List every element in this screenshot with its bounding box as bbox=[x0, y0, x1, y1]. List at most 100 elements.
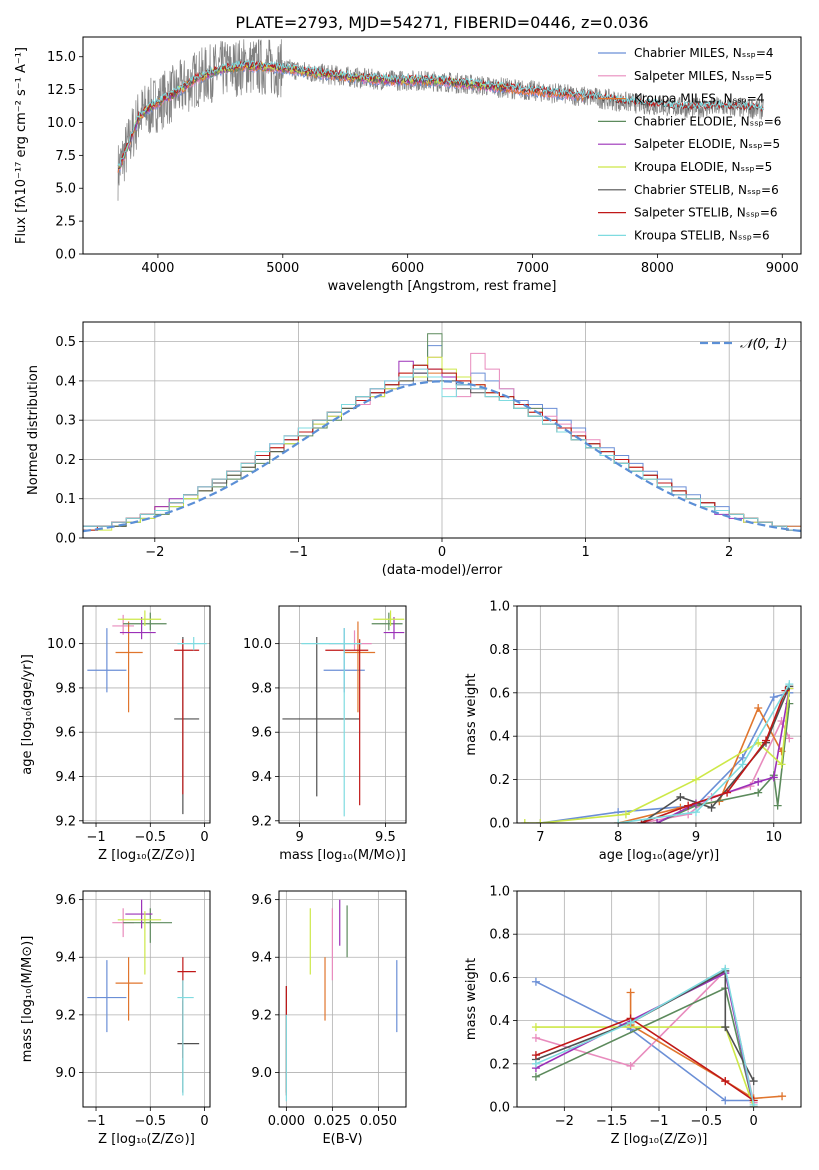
axes-frame bbox=[82, 321, 802, 539]
data-point-marker bbox=[676, 792, 685, 801]
y-tick-label: 9.2 bbox=[55, 1008, 76, 1023]
y-tick-label: 9.2 bbox=[251, 814, 272, 829]
y-tick-label: 2.5 bbox=[55, 215, 76, 230]
x-tick-label: −0.5 bbox=[135, 830, 167, 845]
axes-frame bbox=[82, 36, 802, 255]
data-point-marker bbox=[520, 819, 529, 823]
y-tick-label: 9.8 bbox=[251, 681, 272, 696]
y-tick-label: 0.0 bbox=[489, 1101, 510, 1116]
x-axis-label: Z [log₁₀(Z/Z⊙)] bbox=[98, 1132, 195, 1147]
x-tick-label: 0 bbox=[438, 545, 446, 560]
y-tick-label: 9.6 bbox=[55, 726, 76, 741]
data-point-marker bbox=[721, 1096, 730, 1105]
data-point-marker bbox=[626, 1061, 635, 1070]
data-point-marker bbox=[773, 801, 782, 810]
histogram-step bbox=[83, 368, 801, 531]
data-point-marker bbox=[723, 788, 732, 797]
x-axis-label: age [log₁₀(age/yr)] bbox=[599, 848, 720, 863]
y-tick-label: 9.6 bbox=[251, 893, 272, 908]
x-axis-label: mass [log₁₀(M/M⊙)] bbox=[279, 848, 406, 863]
spectrum-panel: 4000 5000 6000 7000 8000 9000 0.0 2.5 5.0 7.5 10.0… bbox=[14, 36, 802, 294]
y-tick-label: 0.5 bbox=[55, 335, 76, 350]
data-point-marker bbox=[785, 734, 794, 743]
y-tick-label: 0.2 bbox=[489, 773, 510, 788]
y-tick-label: 0.6 bbox=[489, 971, 510, 986]
y-tick-label: 0.4 bbox=[489, 1014, 510, 1029]
y-tick-label: 1.0 bbox=[489, 600, 510, 615]
x-tick-label: −0.5 bbox=[691, 1114, 723, 1129]
y-tick-label: 0.8 bbox=[489, 643, 510, 658]
massweight_vs_Z-panel: −2 −1.5 −1 −0.5 0 0.0 0.2 0.4 0.6 0.8 1.0 Z [log₁₀(… bbox=[464, 885, 802, 1147]
data-point-marker bbox=[531, 1059, 540, 1068]
data-point-marker bbox=[721, 1023, 730, 1032]
y-tick-label: 0.8 bbox=[489, 928, 510, 943]
plot-area bbox=[117, 38, 764, 201]
legend-label: Salpeter STELIB, Nₛₛₚ=6 bbox=[634, 206, 778, 220]
x-tick-label: 7 bbox=[536, 830, 544, 845]
data-point-marker bbox=[778, 1092, 787, 1101]
x-axis-label: (data-model)/error bbox=[382, 563, 503, 578]
data-point-marker bbox=[721, 964, 730, 973]
data-point-marker bbox=[531, 1033, 540, 1042]
y-tick-label: 9.4 bbox=[55, 770, 76, 785]
legend-label: Chabrier MILES, Nₛₛₚ=4 bbox=[634, 46, 774, 60]
axes-frame bbox=[82, 605, 211, 824]
x-axis-label: Z [log₁₀(Z/Z⊙)] bbox=[98, 848, 195, 863]
x-axis-label: wavelength [Angstrom, rest frame] bbox=[328, 279, 557, 294]
x-tick-label: 7000 bbox=[516, 261, 549, 276]
legend-label: Chabrier ELODIE, Nₛₛₚ=6 bbox=[634, 114, 781, 128]
y-axis-label: mass [log₁₀(M/M⊙)] bbox=[20, 936, 35, 1063]
y-tick-label: 0.0 bbox=[55, 248, 76, 263]
x-tick-label: 0.025 bbox=[314, 1114, 351, 1129]
axes-frame bbox=[278, 605, 407, 824]
data-point-marker bbox=[769, 773, 778, 782]
data-point-marker bbox=[531, 1072, 540, 1081]
y-tick-label: 12.5 bbox=[47, 83, 76, 98]
data-point-marker bbox=[621, 810, 630, 819]
x-tick-label: 1 bbox=[581, 545, 589, 560]
data-point-marker bbox=[531, 977, 540, 986]
y-tick-label: 1.0 bbox=[489, 885, 510, 900]
mass_vs_EBV-panel: 0.000 0.025 0.050 9.0 9.2 9.4 9.6 E(B-V) bbox=[251, 890, 407, 1147]
legend-label: Kroupa MILES, Nₛₛₚ=4 bbox=[634, 92, 764, 106]
x-tick-label: 0.050 bbox=[360, 1114, 397, 1129]
y-tick-label: 0.1 bbox=[55, 492, 76, 507]
x-tick-label: 0.000 bbox=[268, 1114, 305, 1129]
y-axis-label: Flux [fλ10⁻¹⁷ erg cm⁻² s⁻¹ A⁻¹] bbox=[14, 47, 29, 244]
series-line bbox=[656, 703, 791, 823]
age_vs_Z-panel: −1 −0.5 0 9.2 9.4 9.6 9.8 10.0 Z [log₁₀(Z/Z⊙)] ag… bbox=[20, 605, 211, 863]
x-axis-label: E(B-V) bbox=[322, 1132, 362, 1147]
gaussian-curve bbox=[83, 380, 801, 533]
data-point-marker bbox=[749, 1100, 758, 1107]
axes-frame bbox=[516, 605, 802, 824]
massweight_vs_age-panel: 7 8 9 10 0.0 0.2 0.4 0.6 0.8 1.0 age [log₁₀(age/yr… bbox=[464, 600, 802, 863]
data-point-marker bbox=[754, 788, 763, 797]
y-axis-label: Normed distribution bbox=[26, 365, 41, 495]
data-point-marker bbox=[691, 808, 700, 817]
x-axis-label: Z [log₁₀(Z/Z⊙)] bbox=[611, 1132, 708, 1147]
data-point-marker bbox=[626, 988, 635, 997]
y-tick-label: 9.4 bbox=[251, 770, 272, 785]
y-tick-label: 9.6 bbox=[251, 726, 272, 741]
plot-area bbox=[279, 606, 406, 823]
plot-area bbox=[517, 891, 801, 1107]
y-axis-label: mass weight bbox=[464, 673, 479, 755]
series-line bbox=[540, 692, 790, 823]
axes-frame bbox=[82, 890, 211, 1108]
y-tick-label: 9.6 bbox=[55, 893, 76, 908]
y-tick-label: 0.2 bbox=[489, 1057, 510, 1072]
age_vs_mass-panel: 9 9.5 9.2 9.4 9.6 9.8 10.0 mass [log₁₀(M/M⊙)] bbox=[243, 605, 407, 863]
x-tick-label: 9000 bbox=[766, 261, 799, 276]
legend-label: Kroupa STELIB, Nₛₛₚ=6 bbox=[634, 228, 770, 242]
y-tick-label: 9.4 bbox=[251, 951, 272, 966]
y-tick-label: 0.0 bbox=[55, 532, 76, 547]
data-point-marker bbox=[531, 1023, 540, 1032]
data-point-marker bbox=[536, 819, 545, 823]
series-line bbox=[535, 1017, 755, 1102]
y-tick-label: 0.2 bbox=[55, 453, 76, 468]
y-tick-label: 0.4 bbox=[55, 374, 76, 389]
x-tick-label: 9 bbox=[692, 830, 700, 845]
y-tick-label: 5.0 bbox=[55, 182, 76, 197]
axes-frame bbox=[516, 890, 802, 1108]
plot-area bbox=[83, 891, 210, 1107]
